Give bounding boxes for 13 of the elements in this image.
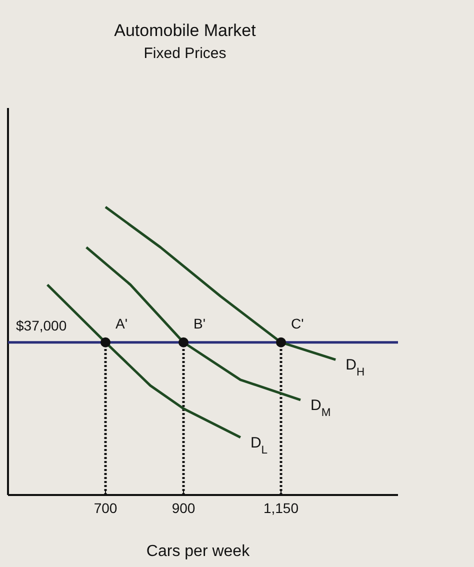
series-label: D$_{H}$ <box>346 356 365 379</box>
annotation: $37,000 <box>16 317 67 334</box>
x-tick-label: 700 <box>94 500 118 516</box>
series-label: D$_{L}$ <box>250 434 268 456</box>
annotation: B' <box>194 315 206 332</box>
x-tick-label: 900 <box>172 500 196 516</box>
annotation: A' <box>116 315 128 332</box>
x-axis-title: Cars per week <box>146 543 251 560</box>
chart-subtitle: Fixed Prices <box>144 45 226 62</box>
chart-title: Automobile Market <box>114 21 256 40</box>
annotation: C' <box>291 315 304 332</box>
x-tick-label: 1,150 <box>263 500 299 516</box>
series-label: D$_{M}$ <box>310 396 331 419</box>
